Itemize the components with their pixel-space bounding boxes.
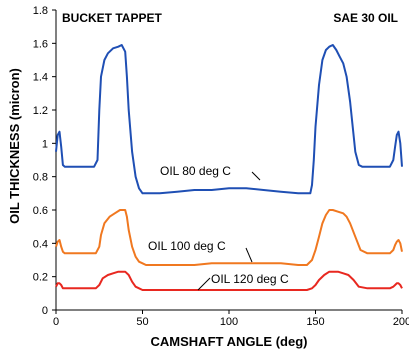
y-tick-label: 1.4 bbox=[33, 72, 48, 84]
leader-line-oil-120 bbox=[197, 277, 211, 291]
axes: 0 0.2 0.4 0.6 0.8 1 1.2 1.4 1.6 1.8 0 50 100 150 200 bbox=[33, 5, 409, 328]
y-tick-label: 0 bbox=[42, 305, 48, 317]
series-label-oil-80: OIL 80 deg C bbox=[160, 164, 231, 178]
leader-line-oil-80 bbox=[251, 171, 261, 181]
y-tick-label: 0.2 bbox=[33, 272, 48, 284]
labels: BUCKET TAPPET SAE 30 OIL CAMSHAFT ANGLE … bbox=[7, 11, 398, 349]
y-tick-label: 1.6 bbox=[33, 38, 48, 50]
x-tick-label: 150 bbox=[306, 316, 324, 328]
y-tick-label: 1 bbox=[42, 138, 48, 150]
chart-title-left: BUCKET TAPPET bbox=[62, 11, 162, 25]
x-tick-label: 100 bbox=[220, 316, 238, 328]
x-axis-title: CAMSHAFT ANGLE (deg) bbox=[151, 334, 308, 349]
leader-line-oil-100 bbox=[245, 247, 253, 263]
y-tick-label: 1.8 bbox=[33, 5, 48, 17]
x-tick-label: 50 bbox=[136, 316, 148, 328]
series-line-oil-80 bbox=[55, 44, 403, 195]
series-label-oil-100: OIL 100 deg C bbox=[148, 239, 226, 253]
x-tick-label: 0 bbox=[53, 316, 59, 328]
x-tick-label: 200 bbox=[393, 316, 409, 328]
series-label-oil-120: OIL 120 deg C bbox=[211, 272, 289, 286]
y-axis-title: OIL THICKNESS (micron) bbox=[7, 68, 22, 224]
y-tick-label: 1.2 bbox=[33, 105, 48, 117]
y-tick-label: 0.6 bbox=[33, 205, 48, 217]
series-layer bbox=[55, 44, 403, 291]
series-line-oil-120 bbox=[55, 270, 403, 291]
series-line-oil-100 bbox=[55, 209, 403, 266]
y-tick-label: 0.8 bbox=[33, 172, 48, 184]
chart-title-right: SAE 30 OIL bbox=[333, 11, 398, 25]
y-tick-label: 0.4 bbox=[33, 238, 48, 250]
